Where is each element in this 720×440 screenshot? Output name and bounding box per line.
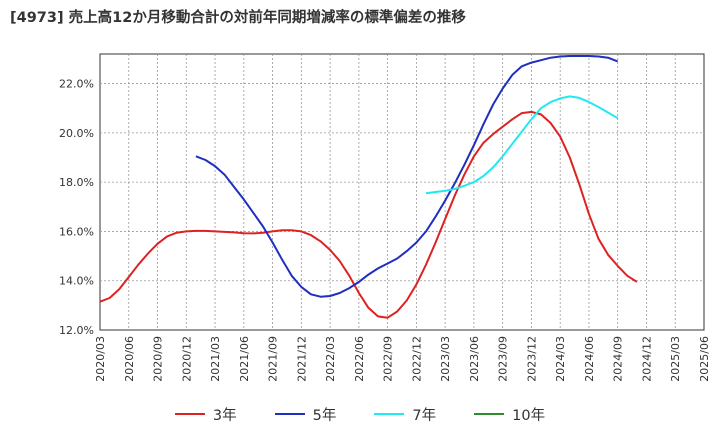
y-tick-label: 18.0% [59,176,94,189]
y-tick-label: 22.0% [59,78,94,91]
x-tick-label: 2024/06 [583,336,596,382]
grid [99,53,705,331]
legend-item-10y: 10年 [474,404,545,425]
legend-swatch [374,413,405,415]
x-tick-label: 2025/06 [698,336,711,382]
legend-label: 10年 [512,407,546,424]
x-tick-label: 2021/09 [267,336,280,382]
legend-item-3y: 3年 [174,404,237,425]
x-tick-label: 2024/09 [612,336,625,382]
chart-title: [4973] 売上高12か月移動合計の対前年同期増減率の標準偏差の推移 [10,10,466,26]
axes: 2020/03 2020/06 2020/09 2020/12 2021/03 2021/… [59,78,711,382]
x-tick-label: 2023/12 [525,336,538,382]
y-tick-label: 12.0% [59,324,94,337]
series-line-1 [195,55,619,298]
legend-label: 7年 [412,407,437,424]
x-tick-label: 2020/03 [94,336,107,382]
x-tick-label: 2022/03 [324,336,337,382]
x-tick-label: 2024/03 [554,336,567,382]
legend-label: 3年 [212,407,237,424]
plot-area [99,53,705,331]
legend-swatch [474,413,505,415]
x-tick-label: 2022/06 [353,336,366,382]
y-tick-label: 20.0% [59,127,94,140]
legend: 3年 5年 7年 10年 [0,402,720,426]
legend-swatch [174,413,205,415]
y-tick-label: 16.0% [59,225,94,238]
legend-swatch [274,413,305,415]
x-tick-label: 2021/12 [295,336,308,382]
x-tick-label: 2022/09 [382,336,395,382]
series-lines [99,55,638,319]
x-tick-label: 2025/03 [669,336,682,382]
x-tick-label: 2020/12 [180,336,193,382]
legend-label: 5年 [312,407,337,424]
x-tick-label: 2021/06 [238,336,251,382]
series-line-0 [99,110,638,319]
x-tick-label: 2023/03 [439,336,452,382]
legend-item-7y: 7年 [374,404,436,425]
x-tick-label: 2020/09 [152,336,165,382]
x-tick-label: 2024/12 [640,336,653,382]
x-tick-label: 2021/03 [209,336,222,382]
legend-item-5y: 5年 [274,404,337,425]
x-tick-label: 2020/06 [123,336,136,382]
series-line-2 [425,95,619,195]
x-tick-label: 2023/09 [497,336,510,382]
y-tick-label: 14.0% [59,275,94,288]
x-tick-label: 2023/06 [468,336,481,382]
x-tick-label: 2022/12 [410,336,423,382]
